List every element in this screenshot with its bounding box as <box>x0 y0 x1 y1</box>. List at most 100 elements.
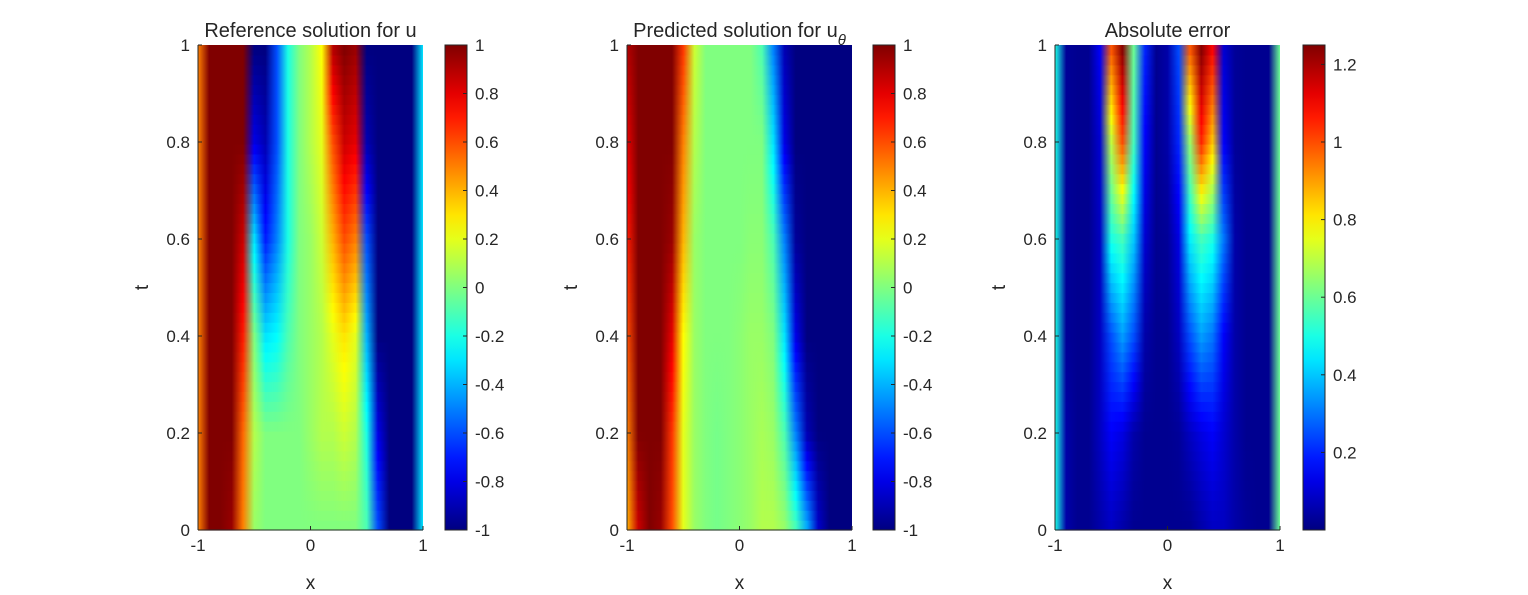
heatmap-band <box>1055 233 1280 244</box>
chart-title: Reference solution for u <box>204 20 416 42</box>
x-tick-label: 1 <box>1275 536 1284 555</box>
heatmap-band <box>1055 173 1280 185</box>
heatmap-band <box>627 45 852 56</box>
heatmap-band <box>198 332 423 343</box>
heatmap-band <box>1055 223 1280 234</box>
y-tick-label: 0 <box>610 521 619 540</box>
x-tick-label: -1 <box>1047 536 1062 555</box>
heatmap-band <box>627 134 852 145</box>
colorbar-tick-label: 0 <box>903 279 912 298</box>
heatmap-band <box>627 381 852 393</box>
colorbar-tick-label: 0.6 <box>903 133 927 152</box>
heatmap-band <box>1055 94 1280 105</box>
heatmap-band <box>198 371 423 383</box>
heatmap-band <box>198 302 423 313</box>
heatmap-band <box>1055 500 1280 511</box>
y-tick-label: 0.6 <box>595 230 619 249</box>
heatmap-band <box>627 322 852 333</box>
heatmap-band <box>1055 282 1280 294</box>
x-tick-label: 0 <box>735 536 744 555</box>
heatmap-band <box>198 223 423 234</box>
heatmap-band <box>1055 153 1280 165</box>
heatmap-band <box>627 490 852 501</box>
colorbar-tick-label: 0.6 <box>475 133 499 152</box>
chart-title: Predicted solution for uθ <box>633 20 846 49</box>
heatmap-band <box>198 94 423 105</box>
heatmap-band <box>198 54 423 66</box>
colorbar-tick-label: 1 <box>903 36 912 55</box>
colorbar-tick-label: -1 <box>475 521 490 540</box>
heatmap-band <box>198 143 423 155</box>
heatmap-band <box>198 242 423 254</box>
x-tick-label: 0 <box>306 536 315 555</box>
x-tick-label: 0 <box>1163 536 1172 555</box>
heatmap-band <box>627 163 852 175</box>
heatmap-band <box>198 312 423 323</box>
heatmap-band <box>627 272 852 284</box>
heatmap-band <box>1055 381 1280 393</box>
heatmap-band <box>198 45 423 56</box>
heatmap-band <box>198 114 423 125</box>
heatmap-band <box>627 54 852 66</box>
heatmap-band <box>627 203 852 214</box>
heatmap-band <box>627 341 852 353</box>
x-axis-label: x <box>306 573 316 594</box>
chart-title-text: Absolute error <box>1105 20 1231 42</box>
heatmap-band <box>1055 302 1280 313</box>
heatmap-band <box>1055 242 1280 254</box>
heatmap-band <box>198 440 423 452</box>
heatmap-band <box>627 282 852 294</box>
y-tick-label: 1 <box>1038 36 1047 55</box>
colorbar-tick-label: -0.8 <box>903 473 932 492</box>
heatmap-band <box>198 153 423 165</box>
y-axis-label: t <box>561 284 582 290</box>
heatmap-band <box>627 371 852 383</box>
heatmap-band <box>1055 401 1280 412</box>
y-tick-label: 0.2 <box>1023 424 1047 443</box>
heatmap-band <box>627 84 852 96</box>
heatmap-band <box>627 510 852 521</box>
colorbar-tick-label: 0 <box>475 279 484 298</box>
y-tick-label: 0.4 <box>595 327 619 346</box>
heatmap-band <box>1055 163 1280 175</box>
heatmap-band <box>627 500 852 511</box>
heatmap-band <box>198 500 423 511</box>
heatmap-band <box>1055 54 1280 66</box>
colorbar-tick-label: -0.6 <box>475 424 504 443</box>
heatmap-band <box>198 134 423 145</box>
y-axis-label: t <box>132 284 153 290</box>
heatmap-band <box>627 252 852 264</box>
heatmap-band <box>198 520 423 531</box>
heatmap-band <box>1055 431 1280 442</box>
heatmap-band <box>627 292 852 303</box>
heatmap-band <box>1055 341 1280 353</box>
heatmap-band <box>627 440 852 452</box>
heatmap-band <box>198 292 423 303</box>
heatmap-band <box>198 124 423 135</box>
heatmap-band <box>198 84 423 96</box>
heatmap-band <box>198 272 423 284</box>
colorbar-tick-label: 1 <box>1333 133 1342 152</box>
colorbar-tick-label: 0.2 <box>903 230 927 249</box>
heatmap-band <box>627 312 852 323</box>
heatmap-band <box>198 351 423 363</box>
heatmap-band <box>1055 450 1280 462</box>
heatmap-band <box>1055 421 1280 432</box>
colorbar: -1 -0.8 -0.6 -0.4 -0.2 0 0.2 0.4 0.6 0.8 1 <box>444 36 504 540</box>
heatmap-band <box>627 480 852 492</box>
colorbar-tick-label: -0.8 <box>475 473 504 492</box>
heatmap-band <box>627 124 852 135</box>
y-tick-label: 0.2 <box>166 424 190 443</box>
heatmap-band <box>1055 361 1280 373</box>
heatmap-band <box>627 332 852 343</box>
colorbar-tick-label: -0.4 <box>903 376 932 395</box>
heatmap-band <box>627 213 852 224</box>
heatmap-band <box>627 64 852 76</box>
heatmap-band <box>1055 114 1280 125</box>
heatmap-band <box>627 74 852 86</box>
heatmap-band <box>627 262 852 274</box>
heatmap-band <box>1055 193 1280 204</box>
heatmap-band <box>198 480 423 492</box>
